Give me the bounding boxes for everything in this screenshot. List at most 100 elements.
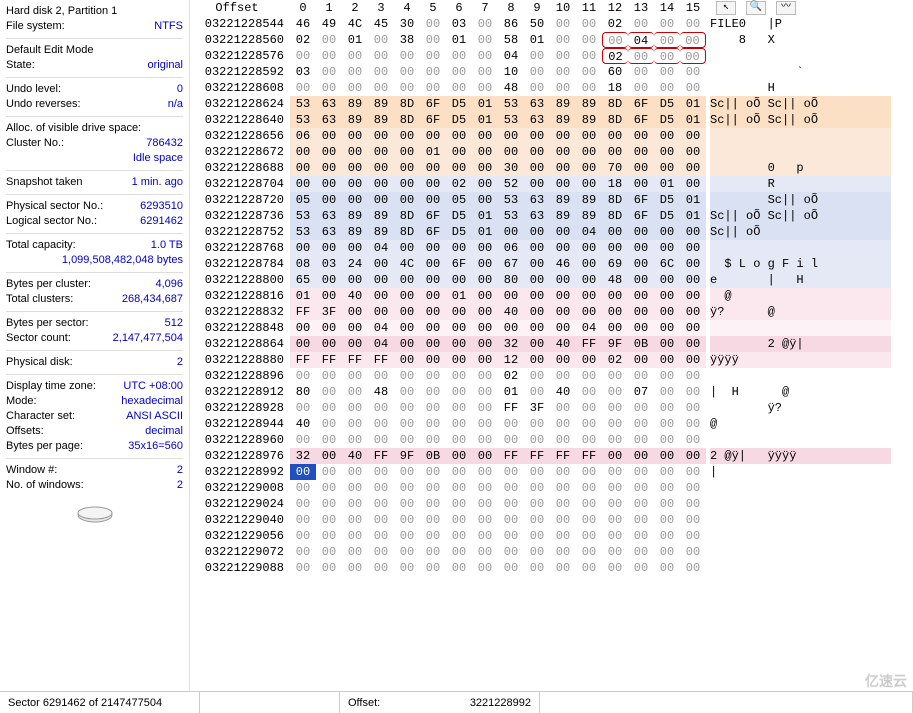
- byte-cell[interactable]: 00: [368, 464, 394, 480]
- byte-cell[interactable]: 89: [576, 208, 602, 224]
- byte-cell[interactable]: 00: [498, 464, 524, 480]
- byte-cell[interactable]: 00: [472, 464, 498, 480]
- byte-cell[interactable]: 04: [576, 224, 602, 240]
- byte-cell[interactable]: 00: [628, 80, 654, 96]
- byte-cell[interactable]: 00: [446, 432, 472, 448]
- byte-cell[interactable]: 00: [576, 400, 602, 416]
- byte-cell[interactable]: 8D: [394, 96, 420, 112]
- byte-cell[interactable]: 00: [472, 256, 498, 272]
- byte-cell[interactable]: 67: [498, 256, 524, 272]
- byte-cell[interactable]: 00: [290, 80, 316, 96]
- byte-cell[interactable]: 53: [290, 224, 316, 240]
- byte-cell[interactable]: 00: [576, 144, 602, 160]
- byte-cell[interactable]: 00: [654, 544, 680, 560]
- byte-row[interactable]: 536389898D6FD501536389898D6FD501: [290, 112, 706, 128]
- byte-cell[interactable]: 01: [680, 112, 706, 128]
- byte-cell[interactable]: 01: [524, 32, 550, 48]
- byte-cell[interactable]: 00: [628, 432, 654, 448]
- byte-cell[interactable]: 00: [472, 352, 498, 368]
- byte-cell[interactable]: 00: [472, 304, 498, 320]
- byte-cell[interactable]: 49: [316, 16, 342, 32]
- byte-cell[interactable]: 00: [524, 416, 550, 432]
- byte-cell[interactable]: 00: [576, 304, 602, 320]
- byte-cell[interactable]: D5: [654, 96, 680, 112]
- byte-cell[interactable]: 8D: [602, 112, 628, 128]
- byte-cell[interactable]: 00: [602, 144, 628, 160]
- byte-cell[interactable]: 00: [680, 128, 706, 144]
- byte-cell[interactable]: 00: [680, 400, 706, 416]
- byte-cell[interactable]: D5: [654, 112, 680, 128]
- byte-cell[interactable]: 00: [628, 224, 654, 240]
- byte-cell[interactable]: 01: [472, 96, 498, 112]
- byte-cell[interactable]: 00: [524, 224, 550, 240]
- byte-cell[interactable]: 04: [628, 32, 654, 48]
- byte-cell[interactable]: 00: [472, 16, 498, 32]
- byte-cell[interactable]: 00: [420, 464, 446, 480]
- byte-cell[interactable]: 01: [420, 144, 446, 160]
- byte-cell[interactable]: 00: [420, 256, 446, 272]
- byte-cell[interactable]: 00: [680, 256, 706, 272]
- byte-cell[interactable]: 40: [498, 304, 524, 320]
- byte-cell[interactable]: FF: [498, 400, 524, 416]
- byte-cell[interactable]: 00: [472, 400, 498, 416]
- byte-cell[interactable]: 00: [394, 336, 420, 352]
- byte-cell[interactable]: 00: [654, 288, 680, 304]
- byte-cell[interactable]: 00: [342, 64, 368, 80]
- byte-cell[interactable]: 00: [680, 512, 706, 528]
- byte-cell[interactable]: 00: [472, 512, 498, 528]
- byte-cell[interactable]: 00: [368, 272, 394, 288]
- byte-cell[interactable]: 00: [290, 160, 316, 176]
- byte-cell[interactable]: 18: [602, 176, 628, 192]
- byte-cell[interactable]: 60: [602, 64, 628, 80]
- byte-cell[interactable]: 06: [290, 128, 316, 144]
- byte-cell[interactable]: 00: [342, 176, 368, 192]
- byte-cell[interactable]: 00: [602, 464, 628, 480]
- byte-cell[interactable]: 00: [394, 352, 420, 368]
- byte-cell[interactable]: 00: [576, 288, 602, 304]
- byte-cell[interactable]: 00: [290, 320, 316, 336]
- byte-cell[interactable]: 00: [680, 448, 706, 464]
- byte-cell[interactable]: 00: [316, 544, 342, 560]
- byte-cell[interactable]: 00: [368, 432, 394, 448]
- byte-cell[interactable]: 00: [498, 544, 524, 560]
- byte-cell[interactable]: 00: [550, 560, 576, 576]
- byte-cell[interactable]: 00: [680, 368, 706, 384]
- byte-cell[interactable]: 00: [628, 144, 654, 160]
- byte-cell[interactable]: 40: [342, 288, 368, 304]
- byte-cell[interactable]: 00: [368, 176, 394, 192]
- byte-cell[interactable]: 32: [498, 336, 524, 352]
- byte-cell[interactable]: 00: [680, 336, 706, 352]
- byte-cell[interactable]: 00: [316, 400, 342, 416]
- byte-cell[interactable]: 00: [576, 384, 602, 400]
- byte-cell[interactable]: 00: [316, 288, 342, 304]
- byte-cell[interactable]: 89: [550, 112, 576, 128]
- byte-cell[interactable]: 00: [524, 320, 550, 336]
- byte-cell[interactable]: 00: [394, 48, 420, 64]
- byte-cell[interactable]: 00: [420, 512, 446, 528]
- byte-cell[interactable]: 53: [290, 112, 316, 128]
- byte-cell[interactable]: 00: [316, 80, 342, 96]
- byte-cell[interactable]: 89: [368, 112, 394, 128]
- byte-cell[interactable]: 00: [472, 160, 498, 176]
- byte-cell[interactable]: 48: [602, 272, 628, 288]
- byte-row[interactable]: 00000000000000000000000000000000: [290, 512, 706, 528]
- byte-cell[interactable]: 6F: [628, 112, 654, 128]
- byte-cell[interactable]: 00: [316, 432, 342, 448]
- byte-cell[interactable]: 01: [290, 288, 316, 304]
- byte-cell[interactable]: 00: [498, 480, 524, 496]
- byte-cell[interactable]: 00: [628, 352, 654, 368]
- byte-cell[interactable]: 00: [498, 432, 524, 448]
- byte-cell[interactable]: 8D: [602, 192, 628, 208]
- byte-cell[interactable]: 00: [420, 272, 446, 288]
- byte-cell[interactable]: 00: [602, 480, 628, 496]
- byte-row[interactable]: 536389898D6FD5010000000400000000: [290, 224, 706, 240]
- byte-cell[interactable]: 00: [654, 240, 680, 256]
- byte-cell[interactable]: 00: [368, 80, 394, 96]
- byte-cell[interactable]: 6F: [446, 256, 472, 272]
- byte-cell[interactable]: 00: [680, 480, 706, 496]
- byte-cell[interactable]: 00: [394, 544, 420, 560]
- byte-cell[interactable]: 00: [550, 224, 576, 240]
- byte-row[interactable]: 65000000000000008000000048000000: [290, 272, 706, 288]
- byte-cell[interactable]: 00: [576, 32, 602, 48]
- byte-cell[interactable]: 08: [290, 256, 316, 272]
